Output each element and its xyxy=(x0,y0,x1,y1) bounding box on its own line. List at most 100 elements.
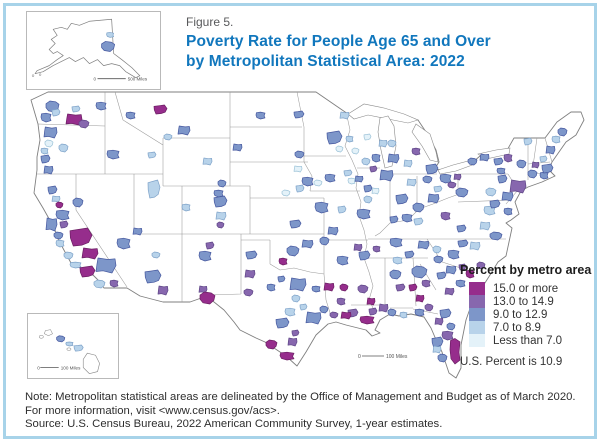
metro-area-patch xyxy=(326,130,343,145)
legend-rows: 15.0 or more 13.0 to 14.9 9.0 to 12.9 7.0 t… xyxy=(460,282,594,347)
metro-area-patch xyxy=(345,135,354,143)
alaska-map: 0 500 Miles xyxy=(31,18,148,82)
metro-area-patch xyxy=(72,197,84,208)
metro-area-patch xyxy=(286,245,300,257)
metro-area-patch xyxy=(363,195,373,204)
metro-area-patch xyxy=(305,311,322,325)
metro-area-patch xyxy=(485,187,497,197)
metro-area-patch xyxy=(378,139,388,148)
legend-row: Less than 7.0 xyxy=(460,334,594,347)
metro-area-patch xyxy=(413,217,424,226)
metro-area-patch xyxy=(406,178,417,187)
metro-area-patch xyxy=(275,317,290,329)
metro-area-patch xyxy=(389,269,402,280)
metro-area-patch xyxy=(78,119,90,129)
metro-area-patch xyxy=(399,311,408,319)
metro-area-patch xyxy=(496,167,506,175)
metro-area-patch xyxy=(431,336,444,348)
metro-area-patch xyxy=(421,279,431,288)
metro-area-patch xyxy=(95,257,117,274)
hawaii-inset: 0 100 Miles xyxy=(27,313,119,379)
metro-area-patch xyxy=(458,263,467,271)
metro-area-patch xyxy=(291,329,300,337)
metro-area-patch xyxy=(489,199,501,209)
metro-area-patch xyxy=(59,220,69,229)
big-island xyxy=(82,352,100,374)
metro-area-patch xyxy=(151,251,161,259)
metro-area-patch xyxy=(389,237,403,248)
metro-area-patch xyxy=(392,256,403,265)
legend-label: 9.0 to 12.9 xyxy=(493,308,548,321)
metro-area-patch xyxy=(109,279,119,288)
metro-area-patch xyxy=(479,221,491,231)
legend-label: 7.0 to 8.9 xyxy=(493,321,541,334)
legend-swatch xyxy=(469,308,485,321)
metro-area-patch xyxy=(245,250,258,260)
legend-swatch xyxy=(469,282,485,295)
metro-area-patch xyxy=(371,187,380,195)
metro-area-patch xyxy=(395,283,406,292)
metro-area-patch xyxy=(417,240,430,250)
metro-area-patch xyxy=(43,165,54,175)
metro-area-patch xyxy=(63,251,74,260)
metro-area-patch xyxy=(213,195,228,208)
metro-area-patch xyxy=(501,191,514,202)
metro-area-patch xyxy=(40,112,52,123)
metro-area-patch xyxy=(51,108,61,117)
metro-area-patch xyxy=(503,153,513,163)
metro-area-patch xyxy=(289,219,302,229)
metro-area-patch xyxy=(453,173,462,181)
metro-area-patch xyxy=(58,143,69,153)
metro-area-patch xyxy=(427,193,440,204)
metro-area-patch xyxy=(389,215,399,224)
metro-area-patch xyxy=(414,308,425,317)
metro-area-patch xyxy=(202,157,213,166)
metro-area-patch xyxy=(356,208,371,220)
metro-area-patch xyxy=(69,261,82,269)
metro-area-patch xyxy=(411,265,428,279)
metro-area-patch xyxy=(439,173,452,184)
figure-label: Figure 5. xyxy=(186,15,234,29)
metro-area-patch xyxy=(147,151,157,159)
metro-area-patch xyxy=(311,285,321,293)
metro-area-patch xyxy=(455,187,469,198)
lake-huron xyxy=(411,123,439,163)
metro-area-patch xyxy=(69,227,93,247)
metro-area-patch xyxy=(125,111,136,120)
metro-area-patch xyxy=(301,176,314,187)
legend-row: 15.0 or more xyxy=(460,282,594,295)
metro-area-patch xyxy=(278,257,288,266)
metro-area-patch xyxy=(43,126,58,139)
metro-area-patch xyxy=(369,165,378,173)
metro-area-patch xyxy=(387,153,400,164)
metro-area-patch xyxy=(279,351,295,361)
metro-area-patch xyxy=(55,239,65,248)
metro-area-patch xyxy=(541,163,554,174)
metro-area-patch xyxy=(116,237,131,250)
metro-area-patch xyxy=(65,341,74,347)
metro-area-patch xyxy=(291,294,301,303)
metro-area-patch xyxy=(71,105,81,113)
niihau-island xyxy=(38,335,44,339)
metro-area-patch xyxy=(455,279,466,288)
metro-area-patch xyxy=(181,203,191,212)
legend-title: Percent by metro area xyxy=(460,263,592,277)
metro-area-patch xyxy=(379,169,394,182)
legend-swatch xyxy=(469,334,485,347)
hawaii-metro-patches xyxy=(56,335,84,352)
metro-area-patch xyxy=(503,207,513,216)
metro-area-patch xyxy=(415,294,425,303)
aleutian-island xyxy=(38,73,42,76)
metro-area-patch xyxy=(404,250,415,259)
metro-area-patch xyxy=(408,283,418,292)
metro-area-patch xyxy=(106,149,120,160)
metro-area-patch xyxy=(323,282,335,292)
metro-area-patch xyxy=(93,279,106,289)
metro-area-patch xyxy=(232,143,243,152)
metro-area-patch xyxy=(441,330,454,341)
metro-area-patch xyxy=(509,179,527,194)
legend-label: 13.0 to 14.9 xyxy=(493,295,554,308)
metro-area-patch xyxy=(95,101,107,111)
metro-area-patch xyxy=(157,285,169,296)
metro-area-patch xyxy=(199,291,216,305)
